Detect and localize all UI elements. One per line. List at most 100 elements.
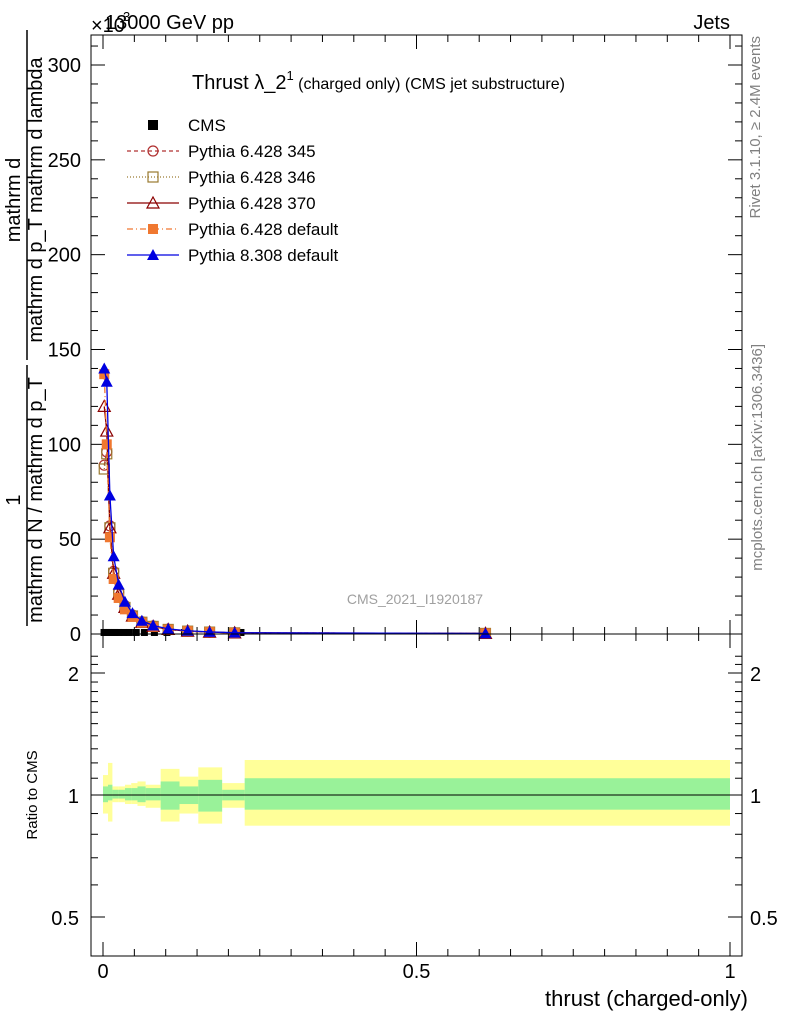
ratio-band-stat <box>131 788 138 801</box>
main-ytick-label: 200 <box>48 245 81 267</box>
data-point <box>147 171 159 183</box>
legend: CMS Pythia 6.428 345 Pythia 6.428 346 Pythi… <box>127 116 339 265</box>
chart-title-rest: (charged only) (CMS jet substructure) <box>294 76 565 93</box>
data-point <box>98 362 111 374</box>
ylabel-bottom-num: mathrm d <box>3 158 25 242</box>
data-point <box>147 249 159 260</box>
ratio-y-ticks: 0.5 0.5 1 1 2 2 <box>51 655 778 930</box>
data-point <box>101 439 112 450</box>
xtick-label: 0 <box>97 961 108 983</box>
ratio-band-stat <box>103 786 109 803</box>
legend-label: Pythia 6.428 default <box>188 220 339 239</box>
data-point <box>148 224 158 234</box>
data-point <box>99 369 110 380</box>
series-line <box>103 374 486 635</box>
data-point <box>479 627 492 639</box>
legend-entry: Pythia 6.428 default <box>127 220 339 239</box>
main-series-layer <box>97 362 493 640</box>
legend-label: CMS <box>188 116 226 135</box>
ratio-panel: 0.5 0.51 12 2 0 0.5 1 Ratio to CMS thrust (ch… <box>24 633 778 1011</box>
legend-label: Pythia 8.308 default <box>188 246 339 265</box>
xtick-label: 0.5 <box>403 961 431 983</box>
header-left: 13000 GeV pp <box>105 12 234 34</box>
ylabel-top-num: 1 <box>3 494 25 505</box>
data-point <box>112 578 125 590</box>
data-point <box>108 573 119 584</box>
ratio-ytick-label: 0.5 <box>51 908 79 930</box>
data-point <box>147 145 159 157</box>
main-ytick-label: 300 <box>48 55 81 77</box>
data-point <box>145 195 161 209</box>
ratio-band-stat <box>198 779 223 812</box>
ratio-band-stat <box>108 784 113 801</box>
main-y-label: 1 mathrm d N / mathrm d p_T mathrm d mat… <box>3 30 47 626</box>
legend-entry: Pythia 8.308 default <box>127 246 339 265</box>
mcplots-label: mcplots.cern.ch [arXiv:1306.3436] <box>749 344 766 571</box>
chart-title-sup: 1 <box>286 68 293 83</box>
data-point <box>113 592 124 603</box>
ratio-band-stat <box>124 788 132 801</box>
watermark: CMS_2021_I1920187 <box>347 591 483 607</box>
ratio-ytick-label-right: 1 <box>750 786 761 808</box>
legend-entry: Pythia 6.428 370 <box>127 194 316 213</box>
data-point <box>162 622 175 634</box>
ratio-band-stat <box>145 788 161 801</box>
header-right: Jets <box>693 12 730 34</box>
ratio-band-stat <box>137 786 146 803</box>
data-point <box>115 628 123 636</box>
data-point <box>103 489 116 501</box>
chart-title-main: Thrust λ_2 <box>192 72 286 94</box>
data-point <box>148 120 158 130</box>
data-point <box>119 604 130 615</box>
main-ytick-label: 150 <box>48 340 81 362</box>
legend-label: Pythia 6.428 346 <box>188 168 316 187</box>
ylabel-bottom-den: mathrm d p_T mathrm d lambda <box>25 56 47 342</box>
header-exponent: 3 <box>123 9 130 24</box>
data-point <box>147 619 160 631</box>
ratio-band-stat <box>244 778 730 810</box>
chart-title: Thrust λ_21 (charged only) (CMS jet subs… <box>192 68 565 94</box>
x-axis-label: thrust (charged-only) <box>545 986 748 1011</box>
legend-label: Pythia 6.428 370 <box>188 194 316 213</box>
data-point <box>135 614 148 626</box>
ylabel-top-den: mathrm d N / mathrm d p_T <box>25 377 47 623</box>
ratio-x-ticks: 0 0.5 1 <box>97 634 736 983</box>
data-point <box>228 626 241 638</box>
series-1 <box>98 446 492 640</box>
data-point <box>126 607 139 619</box>
data-point <box>120 628 128 636</box>
ratio-bands <box>103 760 730 826</box>
data-point <box>181 624 194 636</box>
legend-entry: CMS <box>148 116 226 135</box>
legend-entry: Pythia 6.428 345 <box>127 142 316 161</box>
data-point <box>111 628 119 636</box>
series-5 <box>98 362 492 639</box>
data-point <box>107 550 120 562</box>
ratio-ytick-label-right: 0.5 <box>750 908 778 930</box>
data-point <box>125 628 133 636</box>
ratio-ytick-label: 2 <box>68 664 79 686</box>
main-ytick-label: 50 <box>59 529 81 551</box>
header-exponent-prefix: ×10 <box>91 15 125 37</box>
main-ytick-label: 100 <box>48 434 81 456</box>
data-point <box>100 375 113 387</box>
data-point <box>132 628 140 636</box>
data-point <box>140 628 148 636</box>
ratio-ytick-label-right: 2 <box>750 664 761 686</box>
data-point <box>118 595 131 607</box>
data-point <box>150 628 158 636</box>
ratio-y-label: Ratio to CMS <box>24 750 41 839</box>
xtick-label: 1 <box>724 961 735 983</box>
data-point <box>104 532 115 543</box>
main-ytick-label: 250 <box>48 150 81 172</box>
main-y-ticks: 0 50 100 150 200 250 300 <box>48 45 742 646</box>
legend-entry: Pythia 6.428 346 <box>127 168 316 187</box>
main-panel: 0 50 100 150 200 250 300 CMS_2021_I1920187 Thr… <box>3 30 743 646</box>
legend-label: Pythia 6.428 345 <box>188 142 316 161</box>
ratio-band-stat <box>112 789 119 799</box>
ratio-band-stat <box>160 781 180 810</box>
ratio-band-stat <box>118 789 125 799</box>
series-2 <box>98 448 492 640</box>
ratio-ytick-label: 1 <box>68 786 79 808</box>
